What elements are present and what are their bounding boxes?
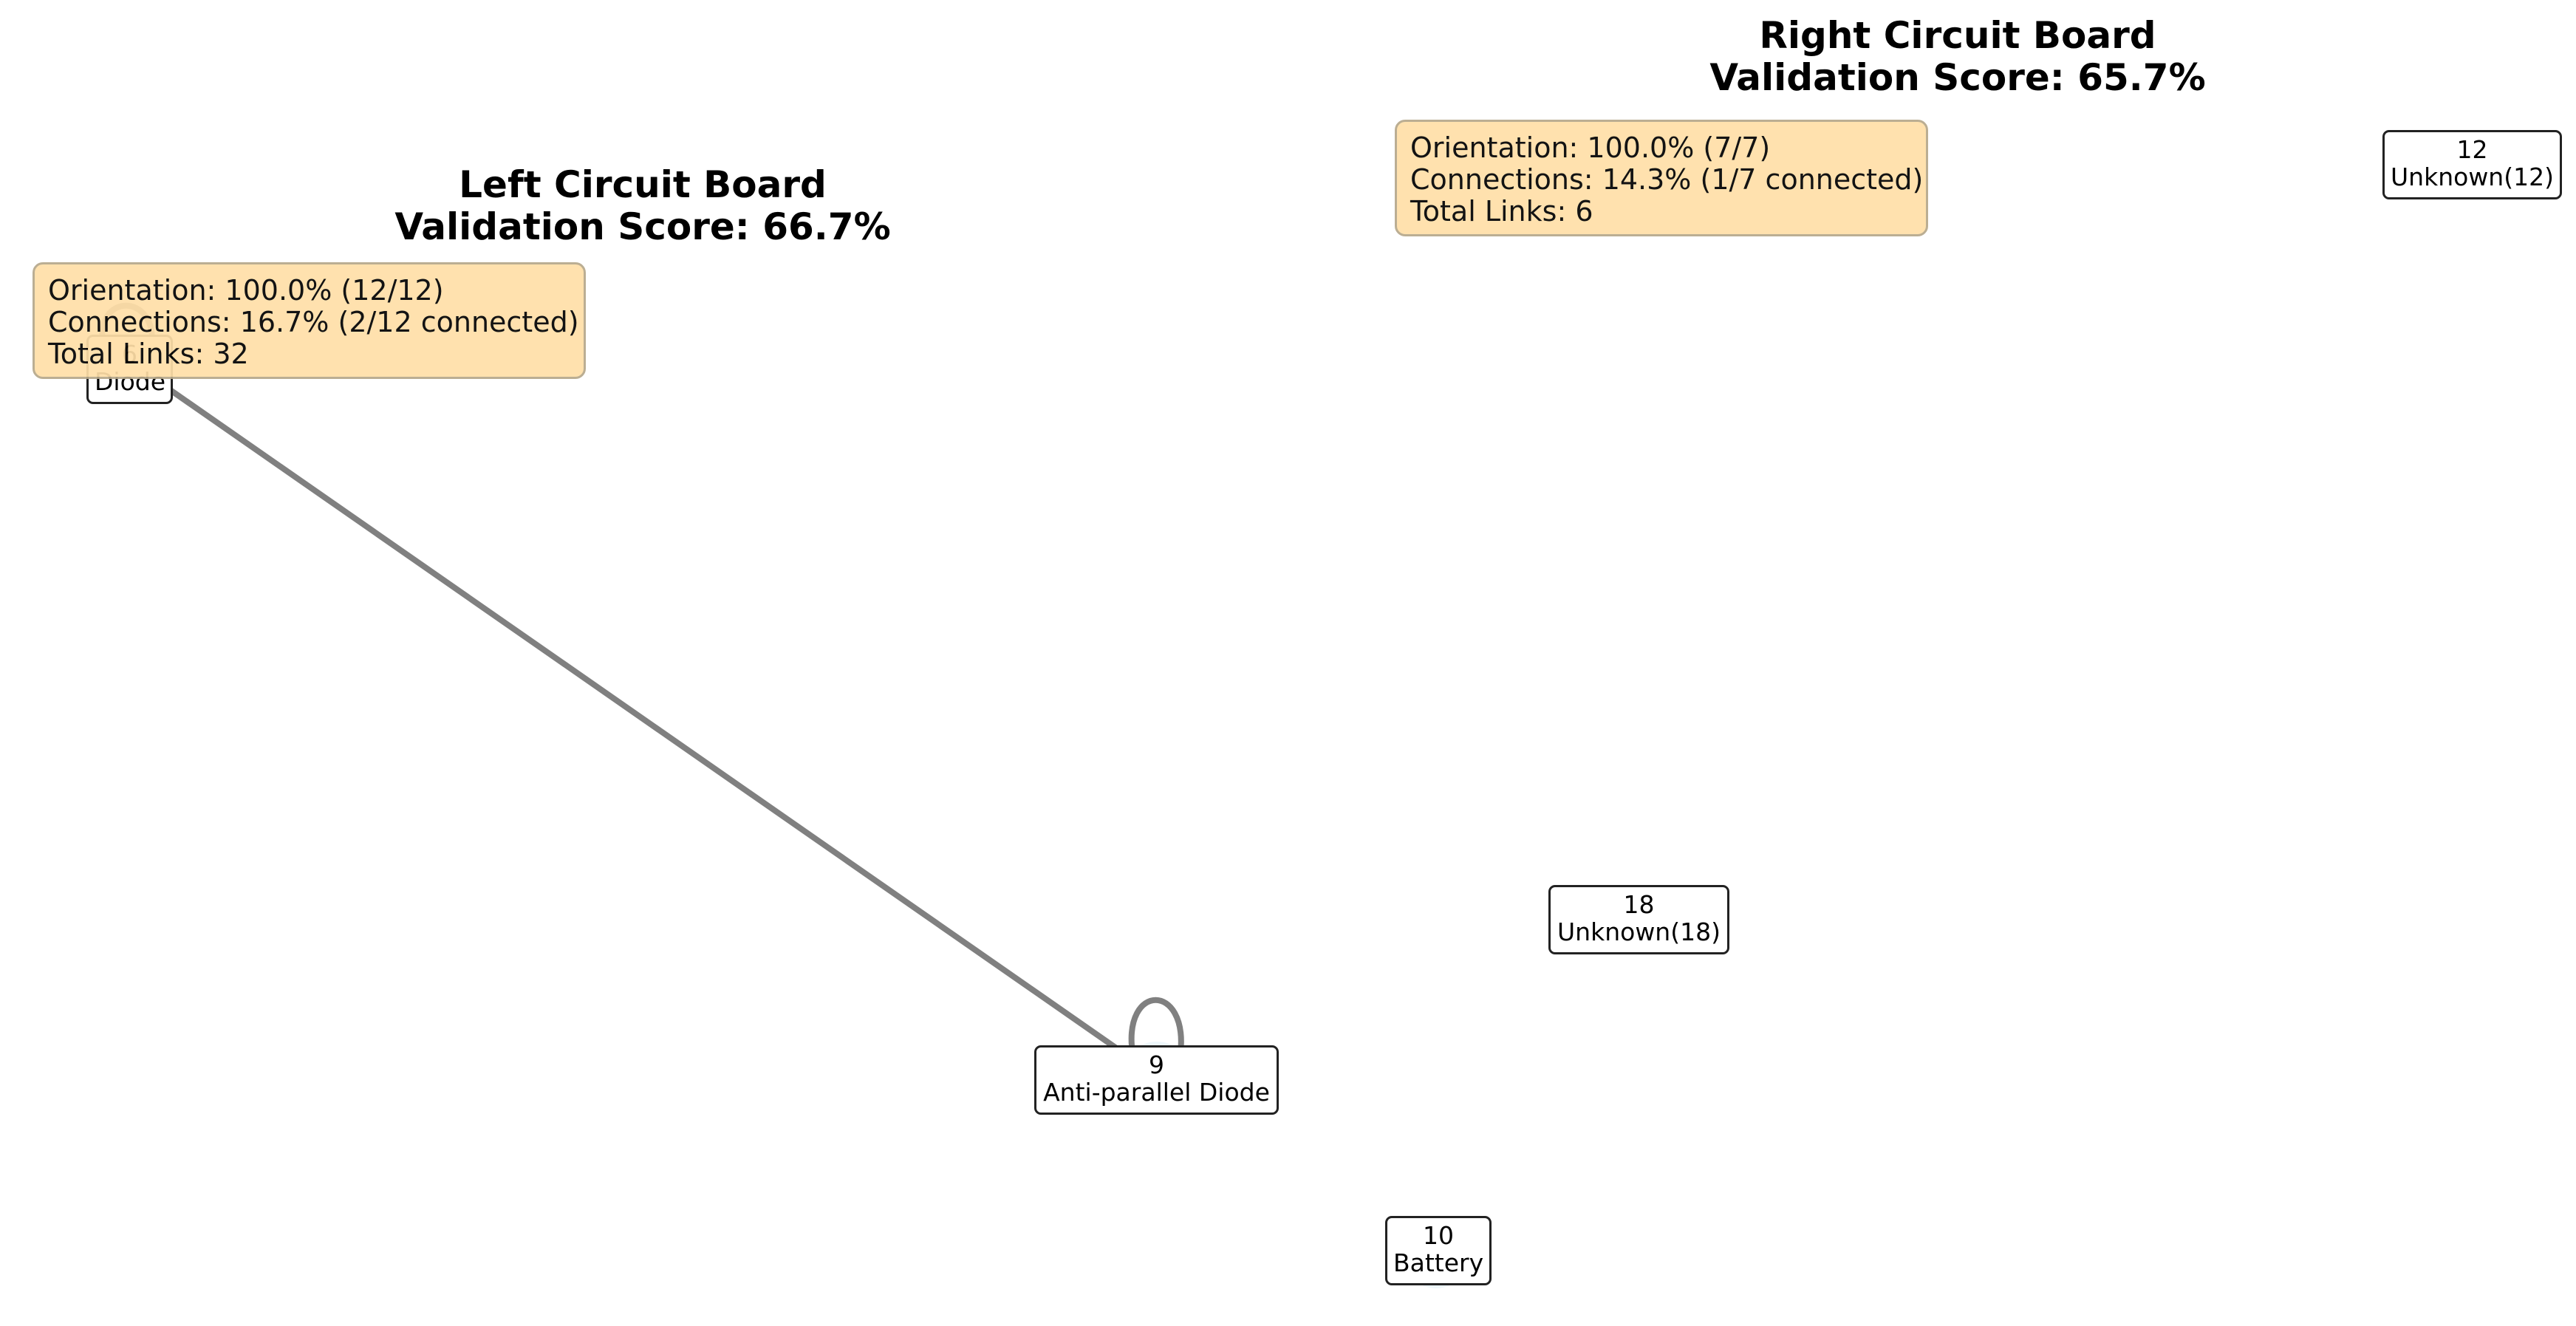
- left-board-stats: Orientation: 100.0% (12/12) Connections:…: [33, 262, 586, 379]
- node-label-12: 12 Unknown(12): [2382, 130, 2562, 199]
- left-links-stat: Total Links: 32: [48, 338, 249, 370]
- node-name: Battery: [1393, 1248, 1484, 1277]
- left-connections-stat: Connections: 16.7% (2/12 connected): [48, 306, 579, 338]
- node-label-18: 18 Unknown(18): [1548, 885, 1729, 954]
- right-connections-stat: Connections: 14.3% (1/7 connected): [1410, 163, 1924, 196]
- right-board-name: Right Circuit Board: [1759, 14, 2156, 57]
- node-id: 18: [1623, 890, 1655, 919]
- node-name: Anti-parallel Diode: [1043, 1078, 1270, 1107]
- right-orientation-stat: Orientation: 100.0% (7/7): [1410, 131, 1771, 164]
- right-board-title: Right Circuit Board Validation Score: 65…: [1588, 15, 2327, 99]
- edge-6-9: [127, 359, 1160, 1079]
- node-id: 10: [1423, 1221, 1454, 1250]
- left-board-name: Left Circuit Board: [459, 163, 827, 206]
- left-board-title: Left Circuit Board Validation Score: 66.…: [273, 164, 1012, 248]
- self-loop-9: [1128, 997, 1184, 1056]
- right-board-stats: Orientation: 100.0% (7/7) Connections: 1…: [1395, 120, 1928, 236]
- left-circuit-board: Left Circuit Board Validation Score: 66.…: [33, 164, 1279, 1115]
- right-circuit-board: Right Circuit Board Validation Score: 65…: [1288, 0, 2576, 1326]
- node-label-9: 9 Anti-parallel Diode: [1034, 1045, 1279, 1115]
- node-label-10: 10 Battery: [1385, 1216, 1492, 1285]
- node-name: Unknown(18): [1557, 917, 1721, 946]
- left-orientation-stat: Orientation: 100.0% (12/12): [48, 274, 444, 307]
- left-board-score: Validation Score: 66.7%: [394, 205, 891, 248]
- node-id: 12: [2456, 135, 2488, 164]
- right-board-score: Validation Score: 65.7%: [1709, 56, 2206, 99]
- node-name: Unknown(12): [2391, 163, 2554, 191]
- node-id: 9: [1149, 1050, 1164, 1079]
- right-links-stat: Total Links: 6: [1410, 195, 1593, 228]
